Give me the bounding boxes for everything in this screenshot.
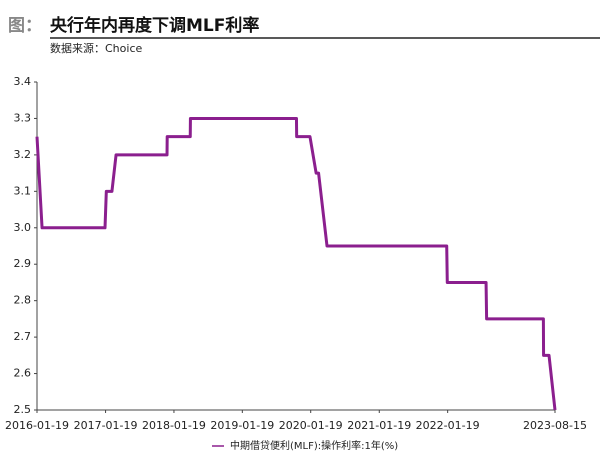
y-tick-label: 2.8: [14, 294, 32, 307]
x-tick-label: 2019-01-19: [210, 419, 274, 432]
chart-title: 央行年内再度下调MLF利率: [50, 15, 259, 36]
y-tick-label: 3.3: [14, 111, 32, 124]
y-tick-label: 3.1: [14, 184, 32, 197]
y-tick-label: 3.0: [14, 221, 32, 234]
x-tick-label: 2020-01-19: [279, 419, 343, 432]
data-line: [35, 116, 557, 411]
y-tick-label: 2.5: [14, 403, 32, 416]
x-tick-label: 2017-01-19: [74, 419, 138, 432]
y-tick-label: 3.2: [14, 148, 32, 161]
y-tick-label: 2.9: [14, 257, 32, 270]
header-label: 图：: [8, 16, 42, 36]
chart-source: 数据来源：Choice: [50, 41, 142, 55]
y-tick-label: 2.7: [14, 330, 32, 343]
x-tick-label: 2022-01-19: [416, 419, 480, 432]
legend-label: 中期借贷便利(MLF):操作利率:1年(%): [230, 439, 398, 452]
x-tick-label: 2021-01-19: [347, 419, 411, 432]
y-tick-label: 2.6: [14, 367, 32, 380]
x-tick-label: 2023-08-15: [523, 419, 587, 432]
y-tick-label: 3.4: [14, 75, 32, 88]
x-tick-label: 2016-01-19: [5, 419, 69, 432]
x-tick-label: 2018-01-19: [142, 419, 206, 432]
